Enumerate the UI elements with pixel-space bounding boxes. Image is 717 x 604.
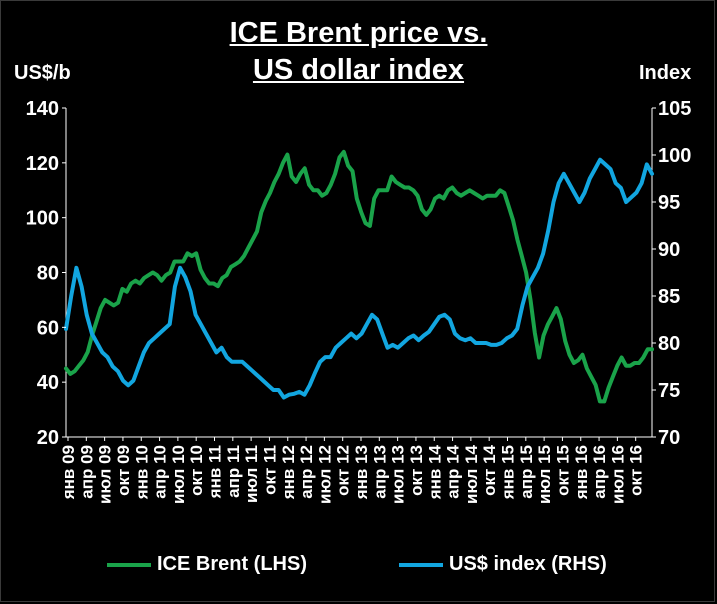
ticks-group: 20 40 60 80 100 120 140 70 75 80 85 90 95 100 105 янв 0… (26, 98, 692, 504)
left-tick-label: 100 (26, 208, 59, 230)
x-tick-label: апр 15 (517, 445, 536, 499)
x-tick-label: июл 09 (96, 445, 115, 504)
x-tick-label: янв 13 (352, 445, 371, 500)
x-tick-label: апр 14 (444, 444, 463, 498)
right-tick-label: 85 (658, 286, 680, 308)
left-tick-label: 80 (37, 263, 59, 285)
right-tick-label: 90 (658, 239, 680, 261)
right-tick-label: 70 (658, 427, 680, 449)
left-axis-unit: US$/b (14, 62, 71, 84)
x-tick-label: окт 10 (187, 445, 206, 496)
x-tick-label: окт 15 (553, 445, 572, 496)
x-tick-label: апр 16 (590, 445, 609, 499)
x-tick-label: янв 10 (132, 445, 151, 500)
x-tick-label: июл 13 (389, 445, 408, 504)
legend-label-usd: US$ index (RHS) (449, 553, 607, 575)
right-tick-label: 105 (658, 98, 691, 120)
right-axis-unit: Index (639, 62, 692, 84)
series-line-usd-index (64, 157, 654, 400)
x-tick-label: окт 13 (407, 445, 426, 496)
x-tick-label: окт 16 (627, 445, 646, 496)
x-tick-label: окт 12 (334, 445, 353, 496)
right-tick-label: 95 (658, 192, 680, 214)
x-tick-label: июл 12 (315, 445, 334, 504)
x-tick-label: июл 11 (242, 445, 261, 503)
x-tick-label: янв 14 (425, 444, 444, 500)
x-tick-label: янв 12 (279, 445, 298, 500)
chart-title-line1: ICE Brent price vs. (229, 17, 488, 49)
legend-swatch-brent (107, 562, 151, 567)
x-tick-label: июл 15 (535, 445, 554, 504)
left-tick-label: 120 (26, 153, 59, 175)
right-tick-label: 75 (658, 380, 680, 402)
x-tick-label: апр 09 (77, 445, 96, 499)
legend-item-brent: ICE Brent (LHS) (107, 553, 307, 576)
series-line-brent (64, 149, 654, 404)
x-tick-label: окт 09 (114, 445, 133, 496)
legend-item-usd: US$ index (RHS) (399, 553, 607, 576)
right-tick-label: 80 (658, 333, 680, 355)
x-tick-label: янв 15 (499, 445, 518, 500)
x-tick-label: июл 14 (462, 444, 481, 504)
x-tick-label: апр 11 (224, 445, 243, 498)
left-tick-label: 40 (37, 372, 59, 394)
x-tick-label: июл 10 (169, 445, 188, 504)
left-tick-label: 20 (37, 427, 59, 449)
x-tick-label: июл 16 (608, 445, 627, 504)
x-tick-label: янв 09 (59, 445, 78, 500)
x-tick-label: окт 14 (480, 444, 499, 495)
legend-label-brent: ICE Brent (LHS) (157, 553, 307, 575)
x-tick-label: апр 12 (297, 445, 316, 499)
x-tick-label: апр 13 (370, 445, 389, 499)
right-tick-label: 100 (658, 145, 691, 167)
series-group (64, 149, 654, 404)
left-tick-label: 140 (26, 98, 59, 120)
chart-title-line2: US dollar index (252, 54, 465, 86)
x-tick-label: апр 10 (151, 445, 170, 499)
x-tick-label: янв 11 (206, 445, 225, 499)
left-tick-label: 60 (37, 317, 59, 339)
legend-swatch-usd (399, 562, 443, 567)
x-tick-label: окт 11 (260, 445, 279, 495)
x-tick-label: янв 16 (572, 445, 591, 500)
